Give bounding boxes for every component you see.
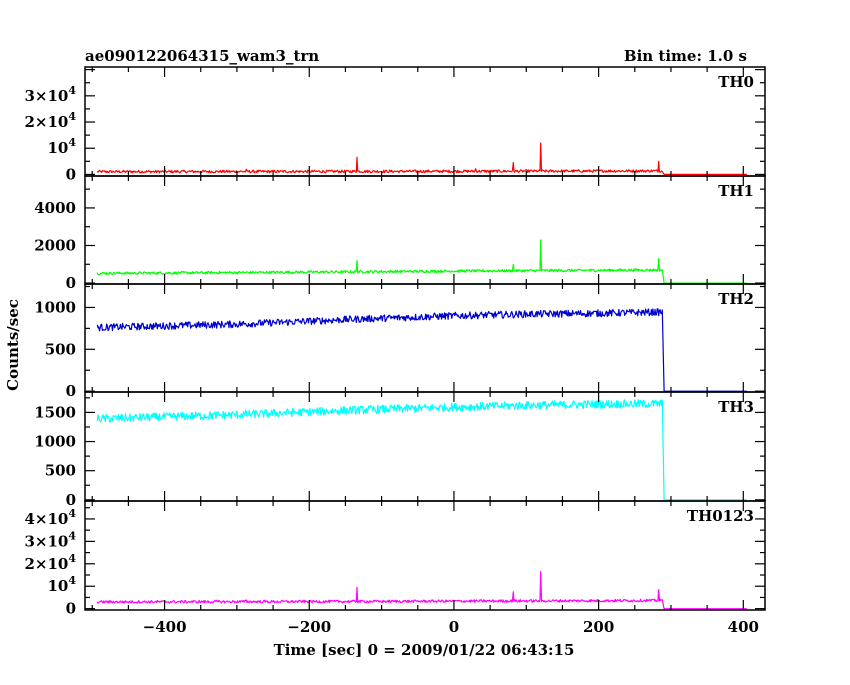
series-line-th1 (96, 239, 747, 284)
panel-th0: 0 104 2×104 3×104 TH0 (24, 66, 766, 183)
y-tick-label: 104 (47, 136, 76, 157)
title-right: Bin time: 1.0 s (624, 47, 747, 65)
y-tick-label: 0 (66, 165, 76, 183)
y-tick-label: 0 (66, 491, 76, 509)
x-tick-label: −400 (143, 618, 187, 636)
y-tick-label: 4000 (34, 199, 76, 217)
x-tick-label: −200 (287, 618, 331, 636)
y-tick-label: 2000 (34, 236, 76, 254)
y-axis-label: Counts/sec (4, 299, 22, 391)
x-tick-label: 0 (449, 618, 459, 636)
title-left: ae090122064315_wam3_trn (85, 47, 319, 65)
y-tick-label: 0 (66, 274, 76, 292)
series-label-th0: TH0 (718, 73, 754, 91)
y-tick-label: 1500 (34, 403, 76, 421)
panel-th1: 0 2000 4000 TH1 (34, 175, 766, 292)
y-tick-label: 2×104 (24, 552, 76, 573)
series-label-th1: TH1 (718, 182, 754, 200)
series-label-th0123: TH0123 (687, 507, 754, 525)
series-label-th3: TH3 (718, 398, 754, 416)
y-tick-label: 1000 (34, 298, 76, 316)
y-tick-label: 500 (45, 340, 76, 358)
panel-th3: 0 500 1000 1500 TH3 (34, 391, 766, 509)
series-line-th0 (96, 142, 747, 175)
series-line-th3 (96, 399, 747, 501)
y-tick-label: 104 (47, 574, 76, 595)
panel-frame (84, 175, 766, 285)
y-tick-label: 1000 (34, 433, 76, 451)
y-tick-label: 2×104 (24, 110, 76, 131)
x-tick-label: 200 (583, 618, 614, 636)
y-tick-label: 0 (66, 382, 76, 400)
y-tick-label: 3×104 (24, 529, 76, 550)
y-tick-label: 500 (45, 462, 76, 480)
series-line-th0123 (96, 570, 747, 610)
panel-frame (84, 500, 766, 611)
panel-frame (84, 66, 766, 177)
y-tick-label: 0 (66, 600, 76, 618)
x-tick-label: 400 (728, 618, 759, 636)
x-axis-label: Time [sec] 0 = 2009/01/22 06:43:15 (274, 641, 575, 659)
y-tick-label: 3×104 (24, 84, 76, 105)
series-label-th2: TH2 (718, 290, 754, 308)
series-line-th2 (96, 308, 747, 392)
panel-th2: 0 500 1000 TH2 (34, 283, 766, 400)
y-tick-label: 4×104 (24, 507, 76, 528)
